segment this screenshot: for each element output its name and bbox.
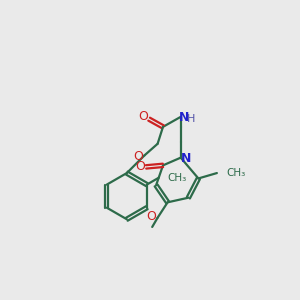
Text: O: O bbox=[134, 150, 143, 164]
Text: O: O bbox=[146, 211, 156, 224]
Text: CH₃: CH₃ bbox=[167, 173, 187, 183]
Text: O: O bbox=[138, 110, 148, 123]
Text: N: N bbox=[179, 111, 190, 124]
Text: H: H bbox=[187, 114, 196, 124]
Text: O: O bbox=[135, 160, 145, 173]
Text: CH₃: CH₃ bbox=[226, 168, 245, 178]
Text: N: N bbox=[181, 152, 191, 165]
